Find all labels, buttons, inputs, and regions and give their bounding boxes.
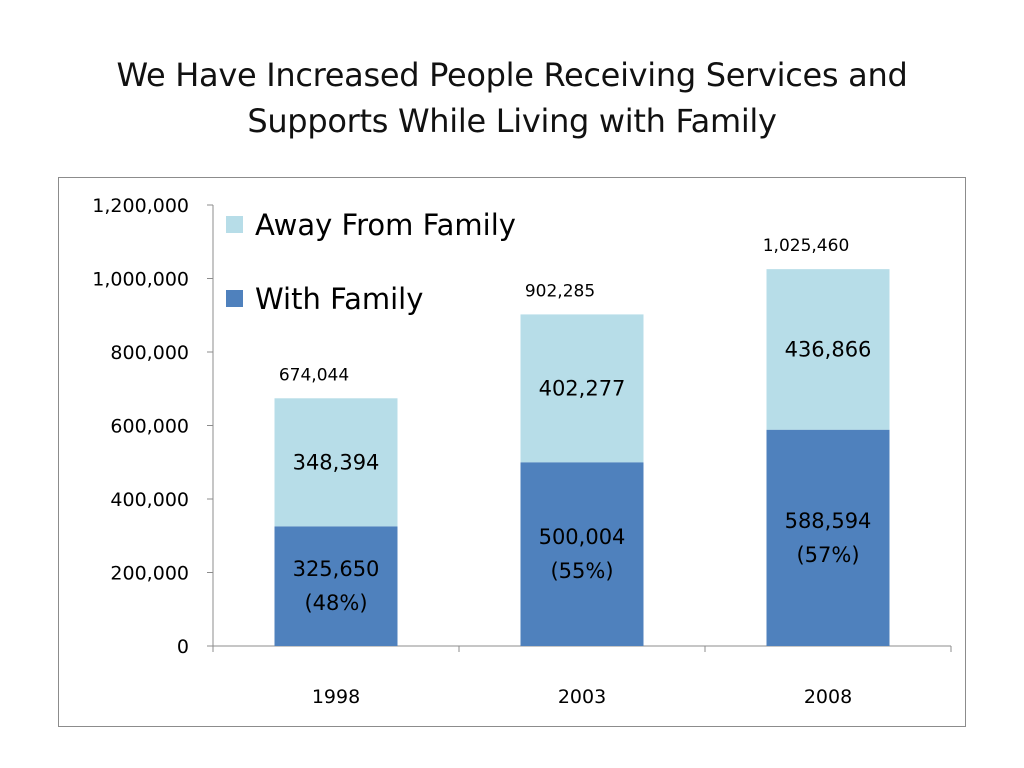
y-tick-label: 0 <box>177 636 189 658</box>
y-tick-label: 400,000 <box>110 489 189 511</box>
bar-with-family-1998 <box>274 526 398 646</box>
y-tick-label: 800,000 <box>110 342 189 364</box>
data-label-with-family: 588,594 <box>785 509 872 533</box>
data-label-with-family: (48%) <box>304 591 367 615</box>
total-label-2008: 1,025,460 <box>763 236 850 256</box>
data-label-with-family: 500,004 <box>539 525 626 549</box>
slide-title: We Have Increased People Receiving Servi… <box>60 52 964 144</box>
total-label-1998: 674,044 <box>279 365 349 385</box>
data-label-away-from-family: 436,866 <box>785 337 872 361</box>
y-tick-label: 1,000,000 <box>92 269 189 291</box>
bar-with-family-2003 <box>520 462 644 646</box>
bar-with-family-2008 <box>766 429 890 646</box>
bar-away-from-family-2008 <box>766 269 890 430</box>
y-tick-label: 200,000 <box>110 563 189 585</box>
total-label-2003: 902,285 <box>525 281 595 301</box>
legend-swatch-away-from-family <box>226 216 243 233</box>
data-label-away-from-family: 348,394 <box>293 450 380 474</box>
slide-title-line-2: Supports While Living with Family <box>247 102 777 140</box>
data-label-with-family: 325,650 <box>293 557 380 581</box>
data-label-with-family: (55%) <box>550 559 613 583</box>
bar-away-from-family-2003 <box>520 314 644 463</box>
data-label-with-family: (57%) <box>796 543 859 567</box>
data-label-away-from-family: 402,277 <box>539 376 626 400</box>
y-tick-label: 600,000 <box>110 416 189 438</box>
stacked-bar-chart: 0 200,000 400,000 600,000 800,000 1,000,000 1,… <box>92 195 952 708</box>
slide-title-line-1: We Have Increased People Receiving Servi… <box>116 56 908 94</box>
x-tick-label-1998: 1998 <box>312 686 360 708</box>
y-tick-label: 1,200,000 <box>92 195 189 217</box>
legend-label-with-family: With Family <box>255 282 423 316</box>
x-tick-label-2003: 2003 <box>558 686 606 708</box>
legend-swatch-with-family <box>226 290 243 307</box>
bar-away-from-family-1998 <box>274 398 398 527</box>
x-tick-label-2008: 2008 <box>804 686 852 708</box>
legend-label-away-from-family: Away From Family <box>255 208 516 242</box>
chart-frame: 0 200,000 400,000 600,000 800,000 1,000,000 1,… <box>58 177 966 727</box>
